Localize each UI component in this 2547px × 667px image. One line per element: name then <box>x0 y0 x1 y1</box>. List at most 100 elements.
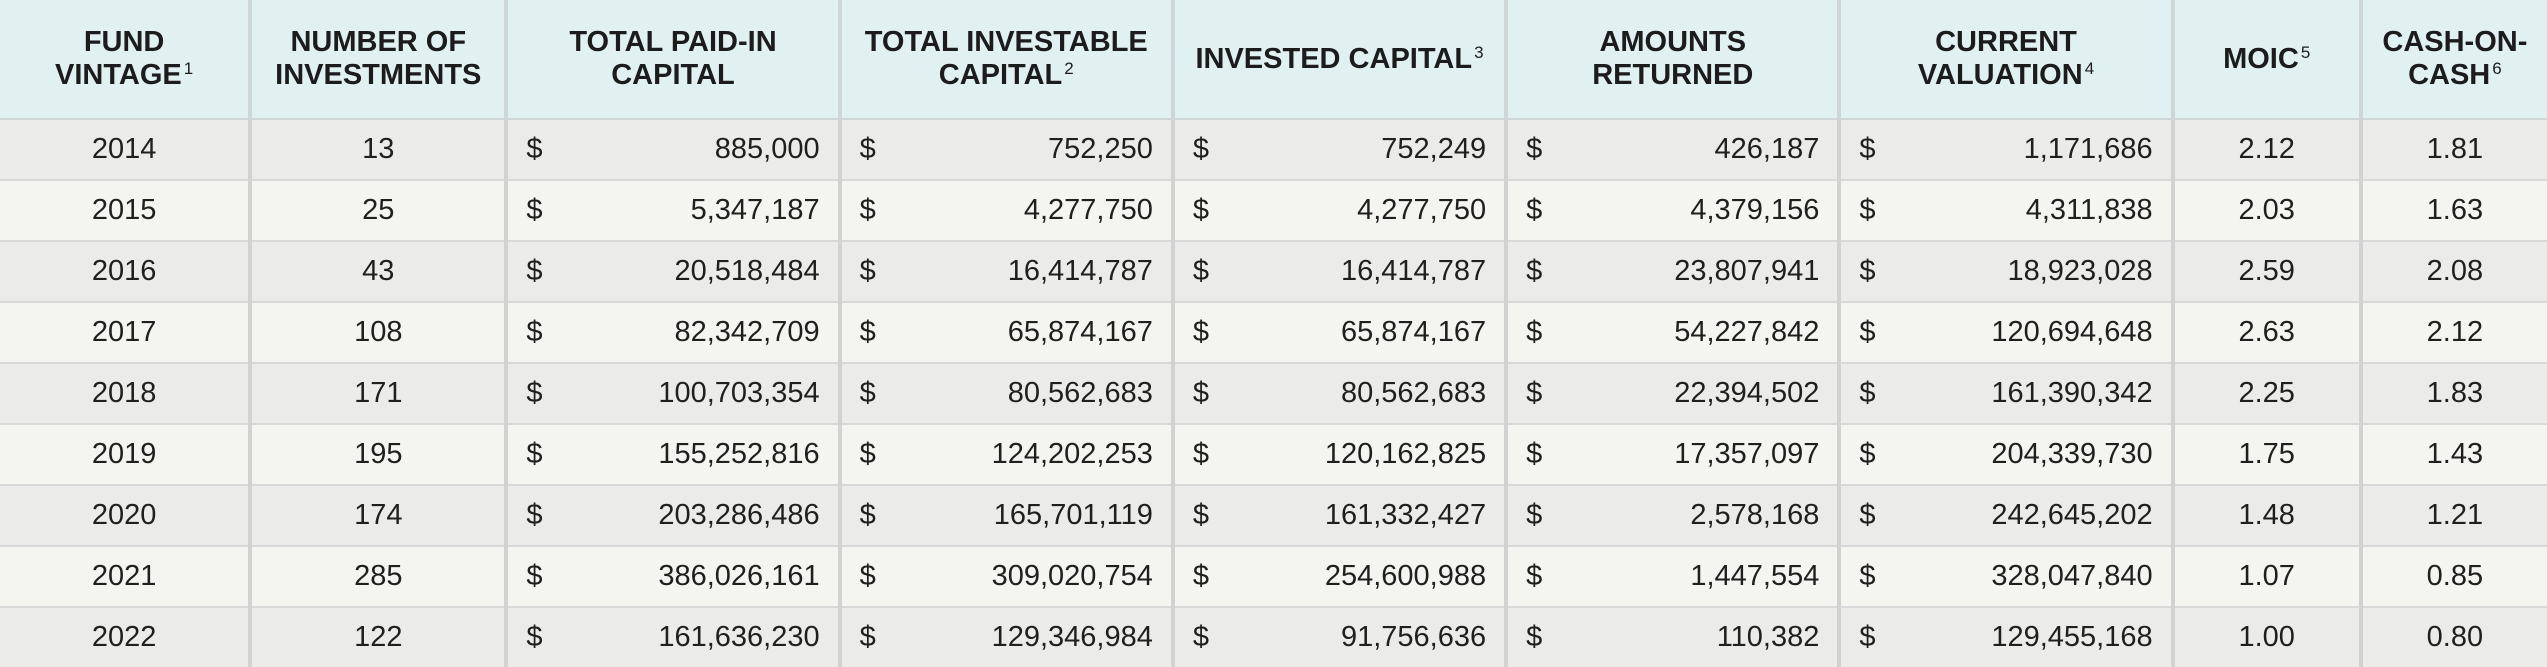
currency-symbol: $ <box>1192 315 1210 348</box>
footnote-marker: 2 <box>1064 59 1074 78</box>
header-label-line: INVESTMENTS <box>258 59 498 92</box>
cell-total-paid-in-capital: $203,286,486 <box>504 484 840 546</box>
cell-value: 1.00 <box>2238 621 2295 653</box>
header-label-line: CURRENT <box>1847 26 2164 59</box>
currency-symbol: $ <box>526 193 543 226</box>
cell-value: 25 <box>362 194 395 226</box>
cell-number-of-investments: 171 <box>248 362 507 424</box>
currency-symbol: $ <box>1192 132 1210 165</box>
cell-value: 124,202,253 <box>991 438 1153 470</box>
cell-value: 16,414,787 <box>1007 255 1153 287</box>
cell-value: 2015 <box>91 194 157 226</box>
cell-amounts-returned: $17,357,097 <box>1504 423 1840 485</box>
cell-fund-vintage: 2018 <box>0 362 251 424</box>
cell-moic: 1.07 <box>2170 545 2361 607</box>
currency-symbol: $ <box>859 620 876 653</box>
currency-symbol: $ <box>1526 498 1543 531</box>
cell-number-of-investments: 285 <box>248 545 507 607</box>
currency-symbol: $ <box>1192 376 1210 409</box>
cell-current-valuation: $4,311,838 <box>1837 179 2173 241</box>
currency-symbol: $ <box>859 498 876 531</box>
header-label-line: FUND <box>6 26 242 59</box>
header-label-line: TOTAL INVESTABLE <box>848 26 1165 59</box>
cell-fund-vintage: 2015 <box>0 179 251 241</box>
cell-invested-capital: $16,414,787 <box>1170 240 1507 302</box>
cell-fund-vintage: 2021 <box>0 545 251 607</box>
cell-amounts-returned: $22,394,502 <box>1504 362 1840 424</box>
cell-value: 54,227,842 <box>1674 316 1820 348</box>
cell-value: 43 <box>362 255 395 287</box>
cell-value: 426,187 <box>1714 133 1820 165</box>
cell-value: 5,347,187 <box>690 194 820 226</box>
currency-symbol: $ <box>1526 559 1543 592</box>
cell-value: 80,562,683 <box>1007 377 1153 409</box>
cell-value: 122 <box>354 621 403 653</box>
header-label-text: INVESTED CAPITAL <box>1195 42 1473 75</box>
cell-value: 885,000 <box>714 133 820 165</box>
cell-value: 1.75 <box>2238 438 2295 470</box>
cell-value: 110,382 <box>1716 621 1820 653</box>
cell-total-paid-in-capital: $100,703,354 <box>504 362 840 424</box>
currency-symbol: $ <box>1859 254 1876 287</box>
currency-symbol: $ <box>859 315 876 348</box>
cell-current-valuation: $18,923,028 <box>1837 240 2173 302</box>
cell-current-valuation: $242,645,202 <box>1837 484 2173 546</box>
cell-total-investable-capital: $129,346,984 <box>837 606 1173 667</box>
cell-number-of-investments: 43 <box>248 240 507 302</box>
header-amounts-returned: AMOUNTS RETURNED <box>1504 0 1840 120</box>
cell-value: 0.80 <box>2426 621 2484 653</box>
cell-value: 195 <box>354 438 403 470</box>
currency-symbol: $ <box>1526 376 1543 409</box>
table-header: FUND VINTAGE 1 NUMBER OF INVESTMENTS TOTAL PA… <box>0 0 2547 120</box>
cell-fund-vintage: 2022 <box>0 606 251 667</box>
cell-value: 4,311,838 <box>2025 194 2153 226</box>
cell-invested-capital: $91,756,636 <box>1170 606 1507 667</box>
cell-total-investable-capital: $65,874,167 <box>837 301 1173 363</box>
cell-value: 2.03 <box>2238 194 2295 226</box>
currency-symbol: $ <box>1859 498 1876 531</box>
cell-cash-on-cash: 1.21 <box>2358 484 2547 546</box>
header-label-text: VINTAGE <box>54 59 182 91</box>
cell-value: 2018 <box>91 377 157 409</box>
cell-invested-capital: $65,874,167 <box>1170 301 1507 363</box>
cell-current-valuation: $204,339,730 <box>1837 423 2173 485</box>
currency-symbol: $ <box>1526 132 1543 165</box>
cell-number-of-investments: 25 <box>248 179 507 241</box>
cell-value: 65,874,167 <box>1007 316 1153 348</box>
cell-current-valuation: $120,694,648 <box>1837 301 2173 363</box>
cell-current-valuation: $161,390,342 <box>1837 362 2173 424</box>
cell-value: 285 <box>354 560 403 592</box>
header-invested-capital: INVESTED CAPITAL 3 <box>1170 0 1507 120</box>
cell-value: 2014 <box>91 133 157 165</box>
cell-amounts-returned: $54,227,842 <box>1504 301 1840 363</box>
header-label-line: RETURNED <box>1514 59 1831 92</box>
cell-total-investable-capital: $124,202,253 <box>837 423 1173 485</box>
cell-value: 16,414,787 <box>1340 255 1487 287</box>
currency-symbol: $ <box>1859 132 1876 165</box>
currency-symbol: $ <box>1859 437 1876 470</box>
cell-value: 4,277,750 <box>1357 194 1487 226</box>
cell-number-of-investments: 108 <box>248 301 507 363</box>
cell-cash-on-cash: 2.12 <box>2358 301 2547 363</box>
header-moic: MOIC 5 <box>2170 0 2361 120</box>
cell-value: 18,923,028 <box>2007 255 2153 287</box>
footnote-marker: 3 <box>1474 42 1484 62</box>
currency-symbol: $ <box>1192 254 1210 287</box>
table-row: 2022 122 $161,636,230 $129,346,984 $91,756,6… <box>0 606 2547 667</box>
currency-symbol: $ <box>1859 559 1876 592</box>
currency-symbol: $ <box>526 620 543 653</box>
header-total-paid-in-capital: TOTAL PAID-IN CAPITAL <box>504 0 840 120</box>
cell-value: 129,346,984 <box>991 621 1153 653</box>
cell-fund-vintage: 2019 <box>0 423 251 485</box>
cell-value: 0.85 <box>2426 560 2484 592</box>
header-cash-on-cash: CASH-ON- CASH 6 <box>2358 0 2547 120</box>
cell-invested-capital: $254,600,988 <box>1170 545 1507 607</box>
currency-symbol: $ <box>526 559 543 592</box>
cell-value: 1,447,554 <box>1690 560 1820 592</box>
table-body: 2014 13 $885,000 $752,250 $752,249 $426,187 $1… <box>0 118 2547 667</box>
cell-cash-on-cash: 1.43 <box>2358 423 2547 485</box>
cell-total-investable-capital: $165,701,119 <box>837 484 1173 546</box>
cell-value: 1.83 <box>2426 377 2484 409</box>
cell-amounts-returned: $110,382 <box>1504 606 1840 667</box>
